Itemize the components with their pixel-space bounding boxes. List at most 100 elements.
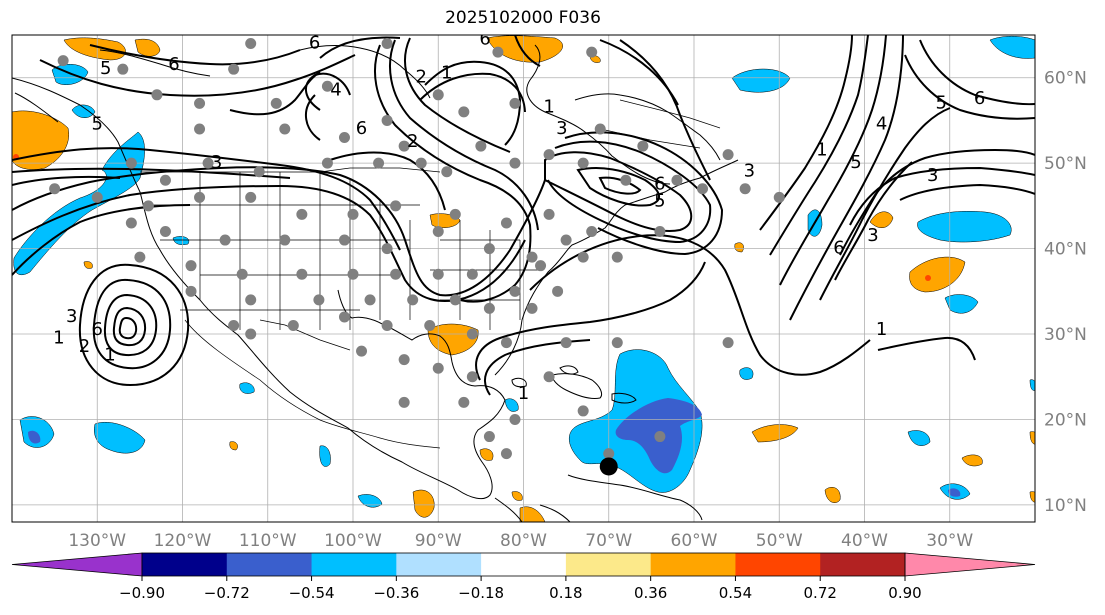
station-dot [466, 268, 478, 280]
station-dot [543, 149, 555, 161]
station-dot [458, 396, 470, 408]
station-dot [134, 251, 146, 263]
station-dot [432, 89, 444, 101]
station-dot [637, 140, 649, 152]
colorbar-level-label: 0.72 [804, 584, 837, 602]
contour-label: 6 [833, 238, 844, 259]
station-dot [739, 183, 751, 195]
contour-label: 3 [66, 306, 77, 327]
longitude-label: 110°W [239, 531, 297, 551]
station-dot [125, 157, 137, 169]
contour-label: 2 [407, 131, 418, 152]
colorbar-level-label: 0.90 [888, 584, 921, 602]
map-frame [11, 34, 1036, 523]
colorbar-segment [396, 553, 482, 576]
station-dot [407, 294, 419, 306]
station-dot [654, 431, 666, 443]
colorbar-segment [142, 553, 228, 576]
station-dot [125, 217, 137, 229]
station-dot [279, 234, 291, 246]
station-dot [338, 311, 350, 323]
station-dot [620, 174, 632, 186]
contour-label: 1 [518, 383, 529, 404]
contour-label: 6 [356, 118, 367, 139]
station-dot [398, 354, 410, 366]
station-dot [347, 268, 359, 280]
colorbar-segment [735, 553, 821, 576]
colorbar-segment [565, 553, 652, 576]
contour-label: 5 [935, 92, 946, 113]
colorbar-segment [226, 553, 313, 576]
latitude-label: 60°N [1044, 69, 1087, 89]
latitude-label: 40°N [1044, 240, 1087, 260]
station-dot [509, 97, 521, 109]
colorbar-outline [141, 552, 906, 577]
station-dot [91, 191, 103, 203]
latitude-label: 30°N [1044, 325, 1087, 345]
station-dot [142, 200, 154, 212]
contour-label: 1 [53, 327, 64, 348]
colorbar-level-label: −0.90 [119, 584, 165, 602]
station-dot [432, 362, 444, 374]
station-dot [245, 294, 257, 306]
station-dot [500, 217, 512, 229]
latitude-label: 50°N [1044, 154, 1087, 174]
station-dot [611, 337, 623, 349]
colorbar-segment [481, 553, 567, 576]
longitude-label: 120°W [154, 531, 212, 551]
colorbar-segment [650, 553, 736, 576]
station-dot [441, 166, 453, 178]
station-dot [117, 63, 129, 75]
station-dot [560, 234, 572, 246]
station-dot [697, 183, 709, 195]
station-dot [194, 97, 206, 109]
station-dot [475, 140, 487, 152]
station-dot [654, 226, 666, 238]
map-title: 2025102000 F036 [445, 8, 601, 28]
station-dot [194, 191, 206, 203]
colorbar-level-label: 0.18 [549, 584, 582, 602]
station-dot [722, 337, 734, 349]
station-dot [543, 208, 555, 220]
contour-label: 1 [543, 97, 554, 118]
station-dot [560, 337, 572, 349]
station-dot [500, 337, 512, 349]
contour-label: 6 [974, 88, 985, 109]
station-dot [432, 268, 444, 280]
station-dot [219, 234, 231, 246]
station-dot [466, 328, 478, 340]
colorbar-max-extension [904, 552, 1036, 577]
station-dot [356, 345, 368, 357]
colorbar-min-extension [11, 552, 143, 577]
station-dot [526, 251, 538, 263]
contour-label: 3 [556, 118, 567, 139]
station-dot [185, 285, 197, 297]
station-dot [722, 149, 734, 161]
station-dot [313, 294, 325, 306]
longitude-label: 100°W [324, 531, 382, 551]
contour-label: 2 [415, 67, 426, 88]
latitude-labels: 60°N 50°N 40°N 30°N 20°N 10°N [1044, 69, 1087, 516]
contour-label: 6 [309, 33, 320, 54]
station-dot [611, 251, 623, 263]
contour-label: 4 [876, 114, 887, 135]
longitude-label: 70°W [585, 531, 632, 551]
station-dot [449, 208, 461, 220]
colorbar-level-label: 0.36 [634, 584, 667, 602]
station-dot [202, 157, 214, 169]
station-dot [500, 448, 512, 460]
station-dot [398, 140, 410, 152]
station-dot [347, 208, 359, 220]
station-dot [373, 157, 385, 169]
storm-center-marker [599, 457, 618, 476]
station-dot [398, 396, 410, 408]
longitude-label: 40°W [841, 531, 888, 551]
station-dot [432, 226, 444, 238]
station-dot [492, 46, 504, 58]
station-dot [228, 63, 240, 75]
longitude-label: 90°W [415, 531, 462, 551]
contour-label: 3 [867, 225, 878, 246]
station-dot [287, 319, 299, 331]
contour-label: 3 [744, 161, 755, 182]
station-dot [270, 97, 282, 109]
